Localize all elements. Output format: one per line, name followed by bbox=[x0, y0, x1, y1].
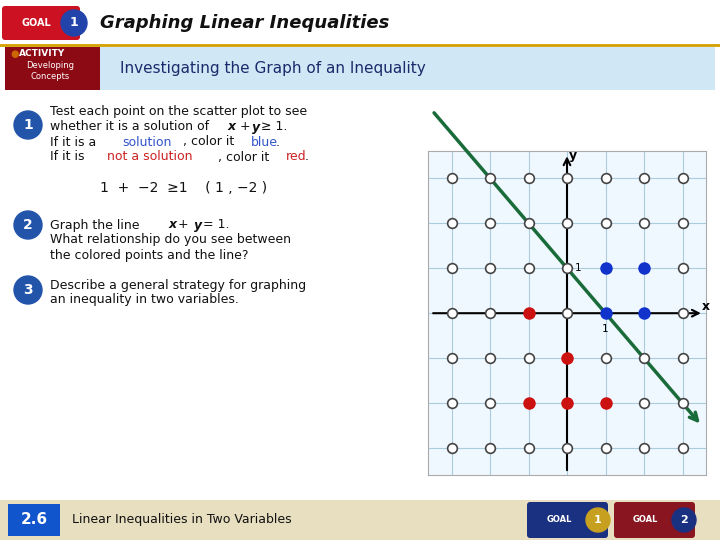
Text: , color it: , color it bbox=[183, 136, 238, 148]
Text: 1: 1 bbox=[23, 118, 33, 132]
Text: ≥ 1.: ≥ 1. bbox=[261, 120, 287, 133]
FancyBboxPatch shape bbox=[614, 502, 695, 538]
Text: Developing
Concepts: Developing Concepts bbox=[26, 61, 74, 81]
Bar bbox=[5, 47, 100, 90]
Text: 3: 3 bbox=[23, 283, 33, 297]
Text: GOAL: GOAL bbox=[633, 516, 658, 524]
Text: GOAL: GOAL bbox=[547, 516, 572, 524]
Text: , color it: , color it bbox=[218, 151, 274, 164]
Text: .: . bbox=[276, 136, 280, 148]
Text: whether it is a solution of: whether it is a solution of bbox=[50, 120, 213, 133]
Circle shape bbox=[61, 10, 87, 36]
Text: solution: solution bbox=[122, 136, 171, 148]
Bar bbox=[0, 90, 720, 500]
Bar bbox=[0, 500, 720, 540]
Text: 2.6: 2.6 bbox=[20, 512, 48, 528]
Text: If it is: If it is bbox=[50, 151, 89, 164]
Text: 2: 2 bbox=[680, 515, 688, 525]
Text: y: y bbox=[569, 149, 577, 162]
Text: 1  +  −2  ≥1    ( 1 , −2 ): 1 + −2 ≥1 ( 1 , −2 ) bbox=[100, 181, 267, 195]
Text: GOAL: GOAL bbox=[22, 18, 52, 28]
Circle shape bbox=[586, 508, 610, 532]
Text: +: + bbox=[236, 120, 255, 133]
Bar bbox=[0, 0, 720, 45]
Circle shape bbox=[14, 276, 42, 304]
Text: not a solution: not a solution bbox=[107, 151, 192, 164]
Text: What relationship do you see between: What relationship do you see between bbox=[50, 233, 291, 246]
Text: x: x bbox=[701, 300, 710, 313]
Text: Graphing Linear Inequalities: Graphing Linear Inequalities bbox=[100, 14, 390, 32]
Text: 1: 1 bbox=[594, 515, 602, 525]
Text: Test each point on the scatter plot to see: Test each point on the scatter plot to s… bbox=[50, 105, 307, 118]
Text: Describe a general strategy for graphing: Describe a general strategy for graphing bbox=[50, 279, 306, 292]
Text: blue: blue bbox=[251, 136, 278, 148]
Text: 1: 1 bbox=[575, 263, 581, 273]
Text: 2: 2 bbox=[23, 218, 33, 232]
FancyBboxPatch shape bbox=[527, 502, 608, 538]
Circle shape bbox=[14, 211, 42, 239]
Text: red: red bbox=[286, 151, 307, 164]
Bar bbox=[8, 504, 60, 536]
Text: ●: ● bbox=[10, 49, 19, 59]
Text: x: x bbox=[228, 120, 236, 133]
Text: x: x bbox=[169, 219, 177, 232]
Text: .: . bbox=[305, 151, 309, 164]
Text: the colored points and the line?: the colored points and the line? bbox=[50, 248, 248, 261]
Text: Linear Inequalities in Two Variables: Linear Inequalities in Two Variables bbox=[72, 514, 292, 526]
Text: Investigating the Graph of an Inequality: Investigating the Graph of an Inequality bbox=[120, 60, 426, 76]
Text: +: + bbox=[178, 219, 193, 232]
Text: If it is a: If it is a bbox=[50, 136, 100, 148]
Text: an inequality in two variables.: an inequality in two variables. bbox=[50, 294, 239, 307]
Text: Graph the line: Graph the line bbox=[50, 219, 143, 232]
Text: ACTIVITY: ACTIVITY bbox=[19, 50, 66, 58]
Bar bbox=[5, 47, 715, 90]
Text: 1: 1 bbox=[602, 325, 609, 334]
Text: = 1.: = 1. bbox=[203, 219, 230, 232]
Text: 1: 1 bbox=[70, 17, 78, 30]
Circle shape bbox=[672, 508, 696, 532]
Text: y: y bbox=[194, 219, 202, 232]
FancyBboxPatch shape bbox=[2, 6, 80, 40]
Text: y: y bbox=[252, 120, 260, 133]
Circle shape bbox=[14, 111, 42, 139]
